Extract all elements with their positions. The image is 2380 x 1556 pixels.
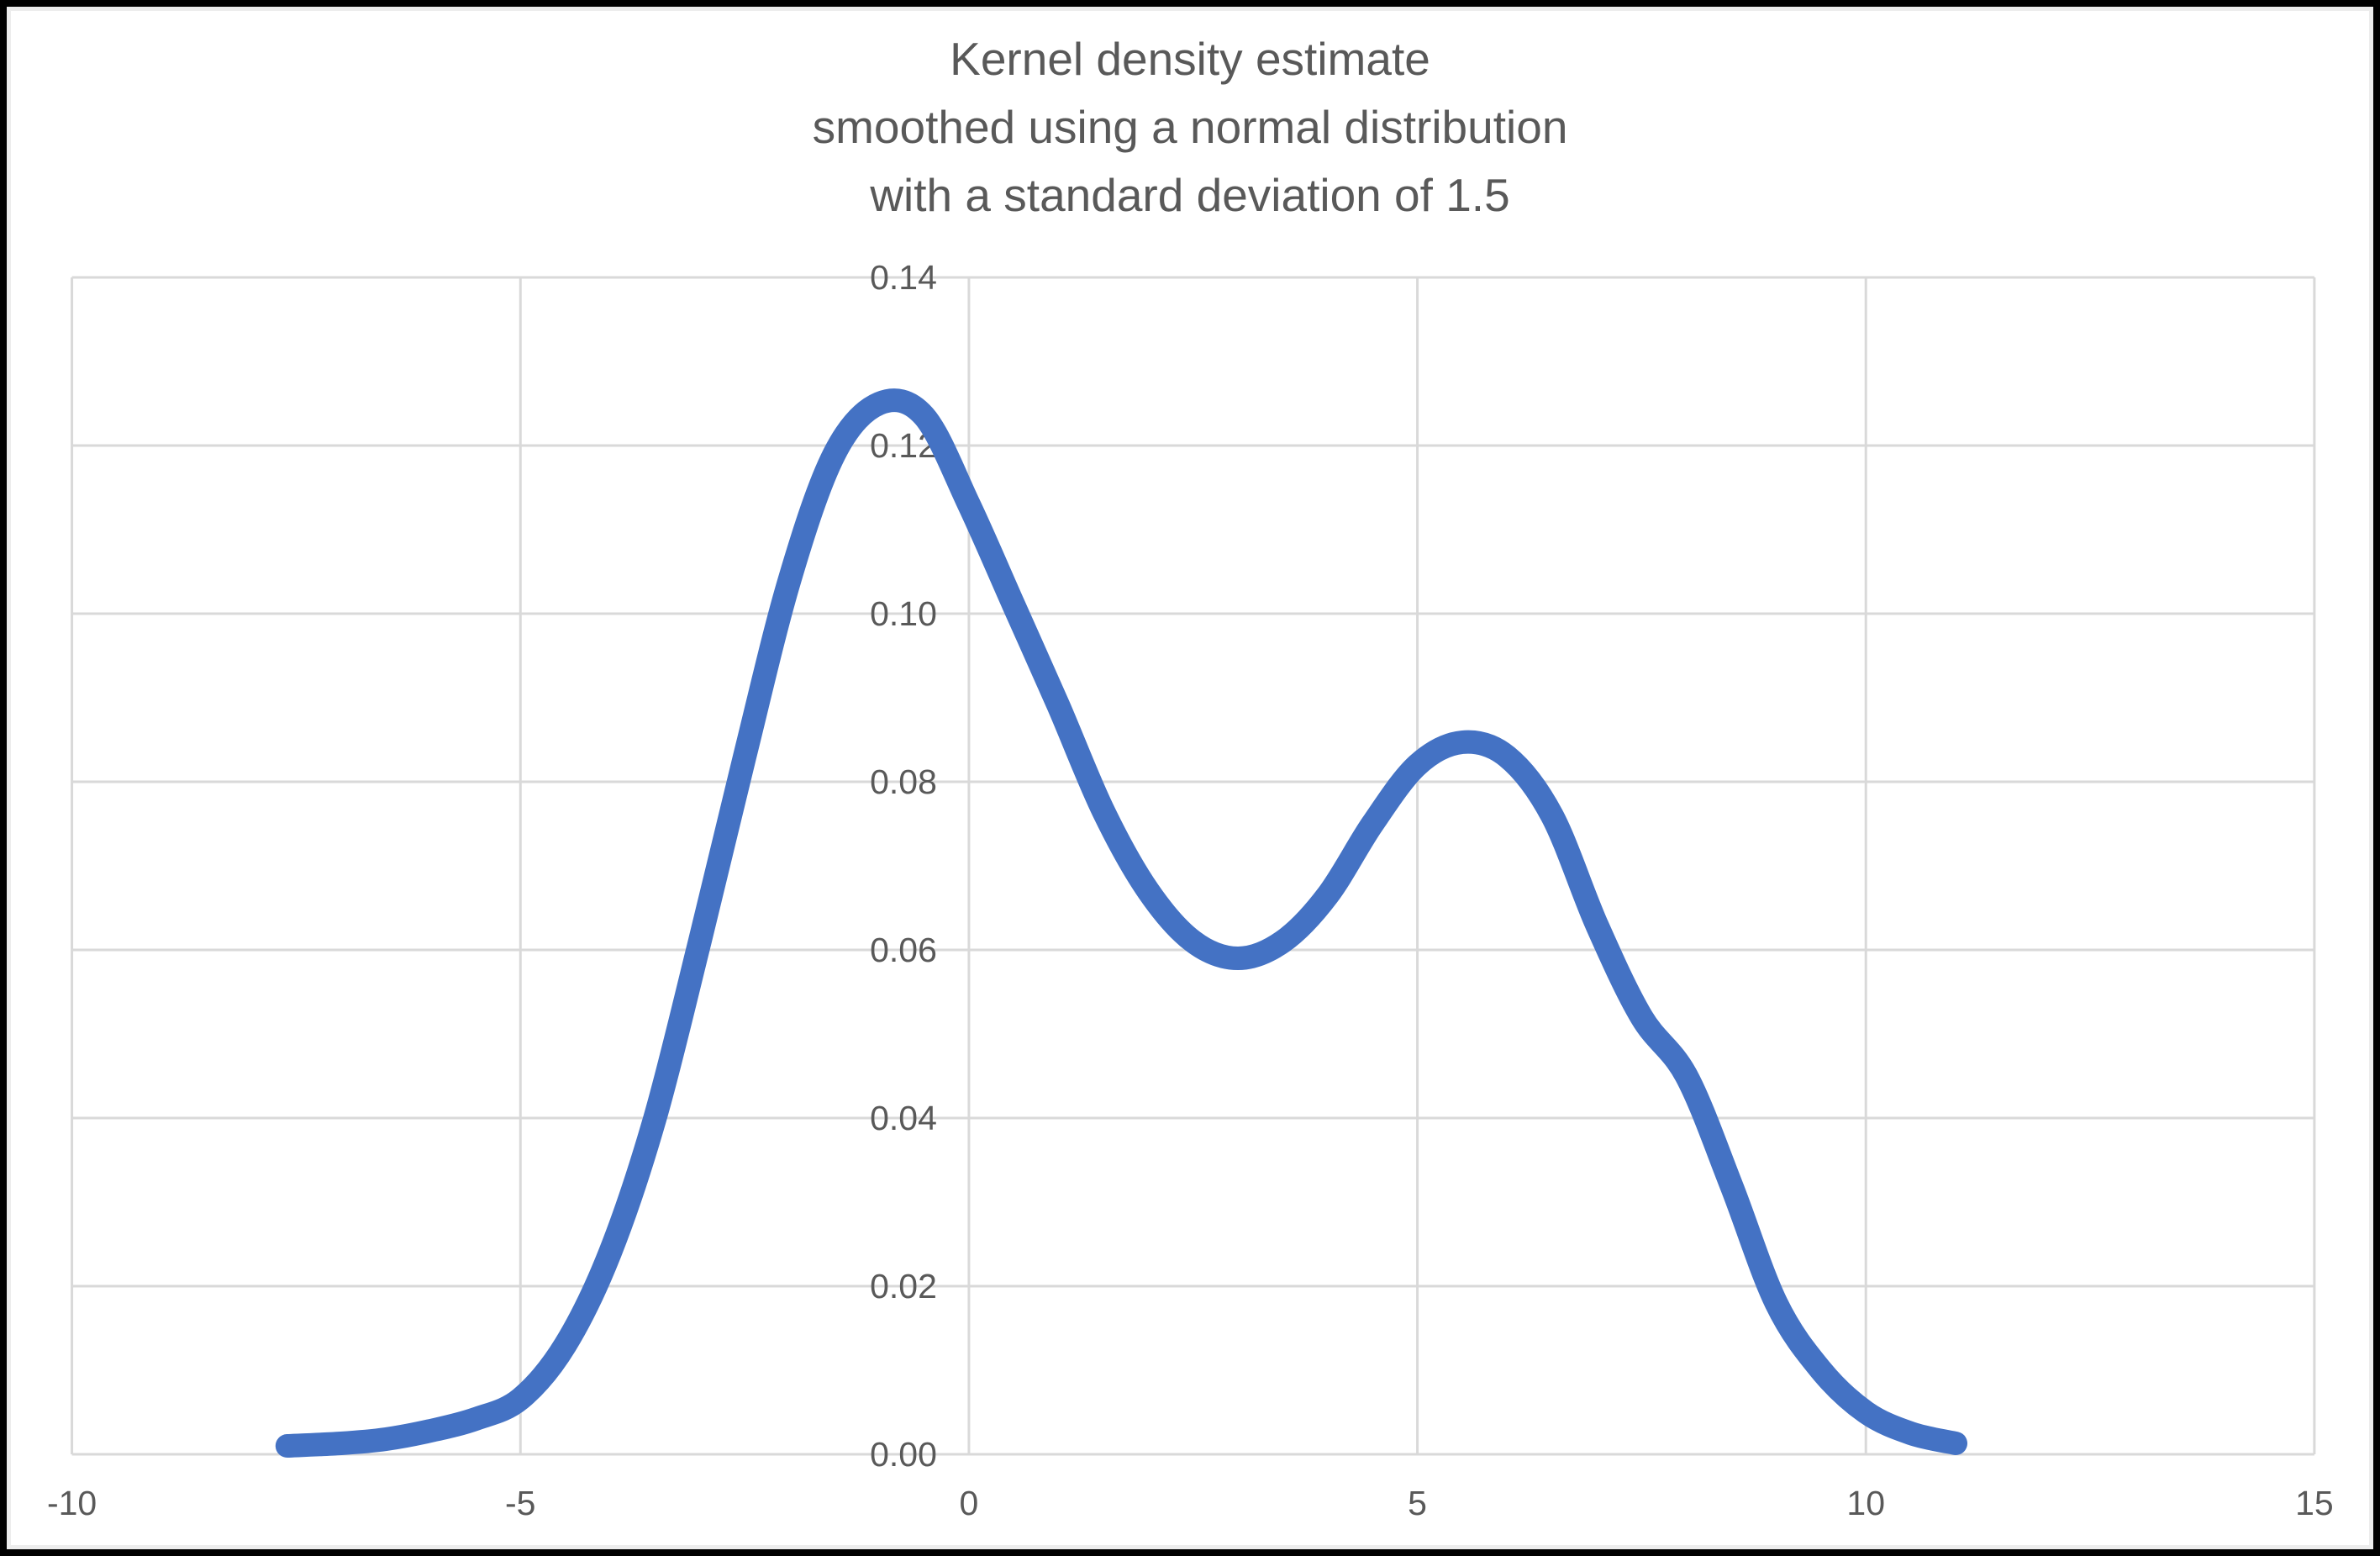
series-group	[275, 388, 1967, 1458]
y-tick-label: 0.02	[870, 1267, 937, 1305]
x-tick-label: 5	[1408, 1484, 1427, 1522]
y-tick-label: 0.06	[870, 931, 937, 969]
chart-title-line-3: with a standard deviation of 1.5	[870, 169, 1510, 221]
chart-title-line-2: smoothed using a normal distribution	[812, 101, 1568, 153]
chart-area	[7, 7, 2373, 1549]
chart-title-line-1: Kernel density estimate	[950, 33, 1430, 85]
y-tick-label: 0.04	[870, 1099, 937, 1137]
y-tick-label: 0.08	[870, 762, 937, 801]
x-tick-label: 0	[960, 1484, 979, 1522]
x-tick-label: 10	[1846, 1484, 1885, 1522]
x-tick-label: -10	[47, 1484, 97, 1522]
x-tick-label: 15	[2295, 1484, 2334, 1522]
chart-title: Kernel density estimate smoothed using a…	[0, 25, 2380, 229]
tick-labels: -10 -5 0 5 10 150.000.020.040.060.080.100.120…	[47, 258, 2334, 1522]
y-tick-label: 0.10	[870, 594, 937, 633]
kde-curve-line	[275, 388, 1967, 1458]
x-tick-label: -5	[505, 1484, 535, 1522]
gridlines	[71, 276, 2316, 1456]
y-tick-label: 0.00	[870, 1435, 937, 1474]
y-tick-label: 0.14	[870, 258, 937, 297]
